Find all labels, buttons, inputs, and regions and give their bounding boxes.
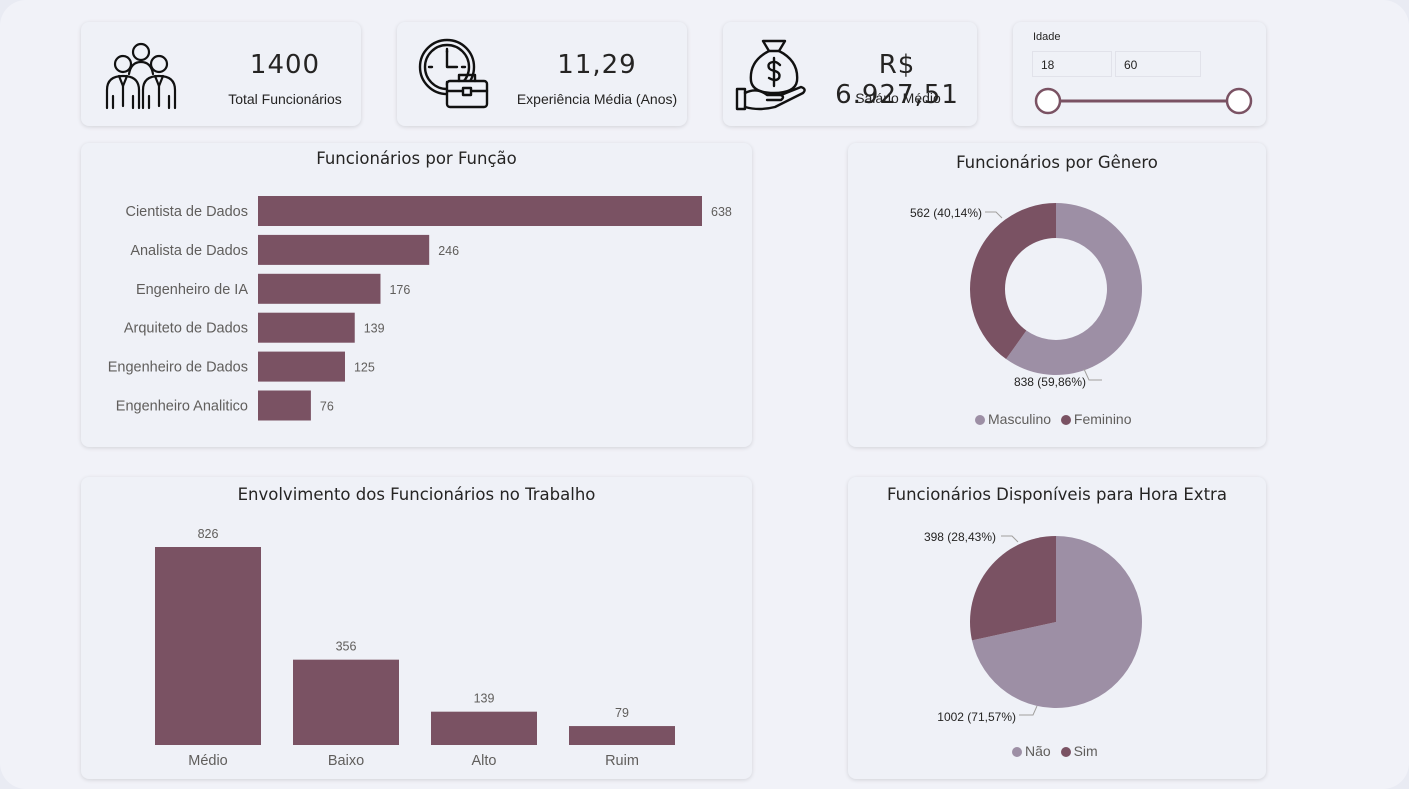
chart-gender-title: Funcionários por Gênero <box>956 153 1158 172</box>
clock-briefcase-icon <box>418 38 489 109</box>
slice-label-masculino: 838 (59,86%) <box>1014 375 1086 389</box>
legend-item-masculino[interactable]: Masculino <box>975 411 1051 427</box>
kpi-experience-value: 11,29 <box>557 50 637 80</box>
chart-gender-legend: Masculino Feminino <box>975 411 1138 427</box>
column-category-label-medio: Médio <box>188 753 228 769</box>
column-value-label-medio: 826 <box>198 527 219 541</box>
legend-label-nao: Não <box>1025 743 1051 759</box>
chart-gender-svg: 838 (59,86%) 562 (40,14%) <box>910 202 1142 389</box>
legend-item-feminino[interactable]: Feminino <box>1060 411 1132 427</box>
bar-value-label-cientista-de-dados: 638 <box>711 205 732 219</box>
chart-card-role: Funcionários por Função Cientista de Dad… <box>81 143 752 447</box>
bar-engenheiro-de-dados <box>258 351 345 382</box>
slice-leader-masculino <box>1083 368 1102 381</box>
chart-card-engagement: Envolvimento dos Funcionários no Trabalh… <box>81 477 752 779</box>
chart-engagement-svg: 826 Médio 356 Baixo 139 Alto 79 Ruim <box>155 527 675 769</box>
age-slider-max-handle[interactable] <box>1225 87 1253 115</box>
age-slider-min-handle[interactable] <box>1034 87 1062 115</box>
age-max-input[interactable]: 60 <box>1115 51 1201 77</box>
slice-leader-feminino <box>985 211 1003 219</box>
bar-arquiteto-de-dados <box>258 312 355 343</box>
column-category-label-baixo: Baixo <box>328 753 364 769</box>
bar-category-label-engenheiro-de-dados: Engenheiro de Dados <box>108 360 248 376</box>
bar-analista-de-dados <box>258 234 430 265</box>
bar-category-label-engenheiro-de-ia: Engenheiro de IA <box>136 282 248 298</box>
slice-label-feminino: 562 (40,14%) <box>910 206 982 220</box>
money-bag-hand-icon <box>735 39 806 111</box>
age-slicer-label: Idade <box>1033 31 1061 43</box>
kpi-salary-label: Salário Médio <box>855 90 941 106</box>
bar-engenheiro-analitico <box>258 390 311 421</box>
kpi-experience-label: Experiência Média (Anos) <box>516 91 678 107</box>
legend-item-nao[interactable]: Não <box>1012 743 1051 759</box>
column-value-label-baixo: 356 <box>336 640 357 654</box>
column-category-label-alto: Alto <box>472 753 497 769</box>
bar-value-label-engenheiro-de-dados: 125 <box>354 361 375 375</box>
legend-label-masculino: Masculino <box>988 411 1052 427</box>
chart-overtime-legend: Não Sim <box>1012 743 1104 759</box>
column-value-label-ruim: 79 <box>615 706 629 720</box>
chart-role-title: Funcionários por Função <box>316 149 517 168</box>
slice-label-sim: 398 (28,43%) <box>924 530 996 544</box>
kpi-total-label: Total Funcionários <box>228 91 342 107</box>
chart-overtime-title: Funcionários Disponíveis para Hora Extra <box>887 485 1227 504</box>
kpi-card-total-employees: 1400 Total Funcionários <box>81 22 361 126</box>
column-category-label-ruim: Ruim <box>605 753 639 769</box>
kpi-salary-value: R$ 6.927,51 <box>835 50 959 110</box>
column-baixo <box>293 659 399 745</box>
slice-leader-sim <box>1001 535 1019 543</box>
column-value-label-alto: 139 <box>474 692 495 706</box>
slice-leader-nao <box>1019 705 1038 716</box>
legend-item-sim[interactable]: Sim <box>1060 743 1098 759</box>
legend-label-sim: Sim <box>1073 743 1098 759</box>
slice-nao <box>971 536 1142 708</box>
bar-category-label-cientista-de-dados: Cientista de Dados <box>125 204 248 220</box>
slice-sim <box>970 536 1056 641</box>
chart-overtime-svg: 1002 (71,57%) 398 (28,43%) <box>924 530 1142 724</box>
bar-engenheiro-de-ia <box>258 273 381 304</box>
age-min-input[interactable]: 18 <box>1032 51 1112 77</box>
bar-value-label-engenheiro-analitico: 76 <box>320 400 334 414</box>
bar-category-label-arquiteto-de-dados: Arquiteto de Dados <box>124 321 248 337</box>
bar-cientista-de-dados <box>258 196 702 226</box>
column-ruim <box>569 726 675 745</box>
chart-role-svg: Cientista de Dados 638 Analista de Dados 24… <box>108 196 732 421</box>
kpi-card-salary: R$ 6.927,51 Salário Médio <box>723 22 977 126</box>
kpi-total-value: 1400 <box>249 50 321 80</box>
bar-category-label-analista-de-dados: Analista de Dados <box>130 243 248 259</box>
age-slicer: Idade 18 60 <box>1013 22 1266 126</box>
kpi-card-experience: 11,29 Experiência Média (Anos) <box>397 22 687 126</box>
column-alto <box>431 711 537 745</box>
bar-value-label-engenheiro-de-ia: 176 <box>389 283 410 297</box>
column-medio <box>155 547 261 745</box>
people-group-icon <box>105 42 177 110</box>
bar-category-label-engenheiro-analitico: Engenheiro Analitico <box>116 399 248 415</box>
slice-masculino <box>1006 203 1142 375</box>
bar-value-label-arquiteto-de-dados: 139 <box>364 322 385 336</box>
slice-label-nao: 1002 (71,57%) <box>937 710 1016 724</box>
chart-engagement-title: Envolvimento dos Funcionários no Trabalh… <box>237 485 596 504</box>
legend-label-feminino: Feminino <box>1073 411 1132 427</box>
bar-value-label-analista-de-dados: 246 <box>438 244 459 258</box>
slice-feminino <box>970 202 1056 360</box>
chart-card-gender: Funcionários por Gênero 838 (59,86%) 562 … <box>848 143 1266 447</box>
chart-card-overtime: Funcionários Disponíveis para Hora Extra… <box>848 477 1266 779</box>
age-range-slider[interactable] <box>1013 82 1266 122</box>
